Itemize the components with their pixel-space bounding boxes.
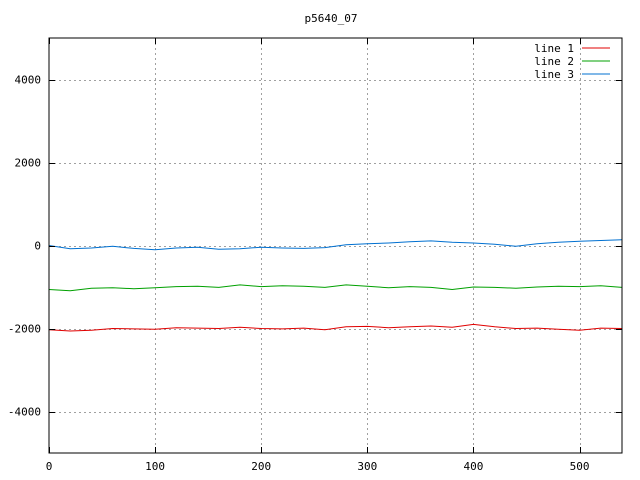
x-tick-label: 0 <box>46 460 53 473</box>
plot-frame <box>48 37 623 454</box>
y-tick-label: -2000 <box>8 323 41 336</box>
y-tick-label: 2000 <box>15 157 42 170</box>
y-tick-label: -4000 <box>8 406 41 419</box>
legend-label: line 1 <box>534 42 574 55</box>
chart-title: p5640_07 <box>305 12 358 25</box>
grid-lines <box>49 38 622 453</box>
y-tick-label: 0 <box>34 240 41 253</box>
axis-ticks: 0 100 200 300 400 500 -4000 -2000 0 2000 4000 <box>8 38 622 473</box>
plot-area <box>48 239 623 332</box>
legend-label: line 2 <box>534 55 574 68</box>
x-tick-label: 200 <box>251 460 271 473</box>
x-tick-label: 300 <box>357 460 377 473</box>
series-line-line-1 <box>48 323 623 332</box>
series-line-line-2 <box>48 284 623 292</box>
y-tick-label: 4000 <box>15 74 42 87</box>
x-tick-label: 500 <box>570 460 590 473</box>
x-tick-label: 100 <box>145 460 165 473</box>
legend-label: line 3 <box>534 68 574 81</box>
x-tick-label: 400 <box>464 460 484 473</box>
series-line-line-3 <box>48 239 623 251</box>
